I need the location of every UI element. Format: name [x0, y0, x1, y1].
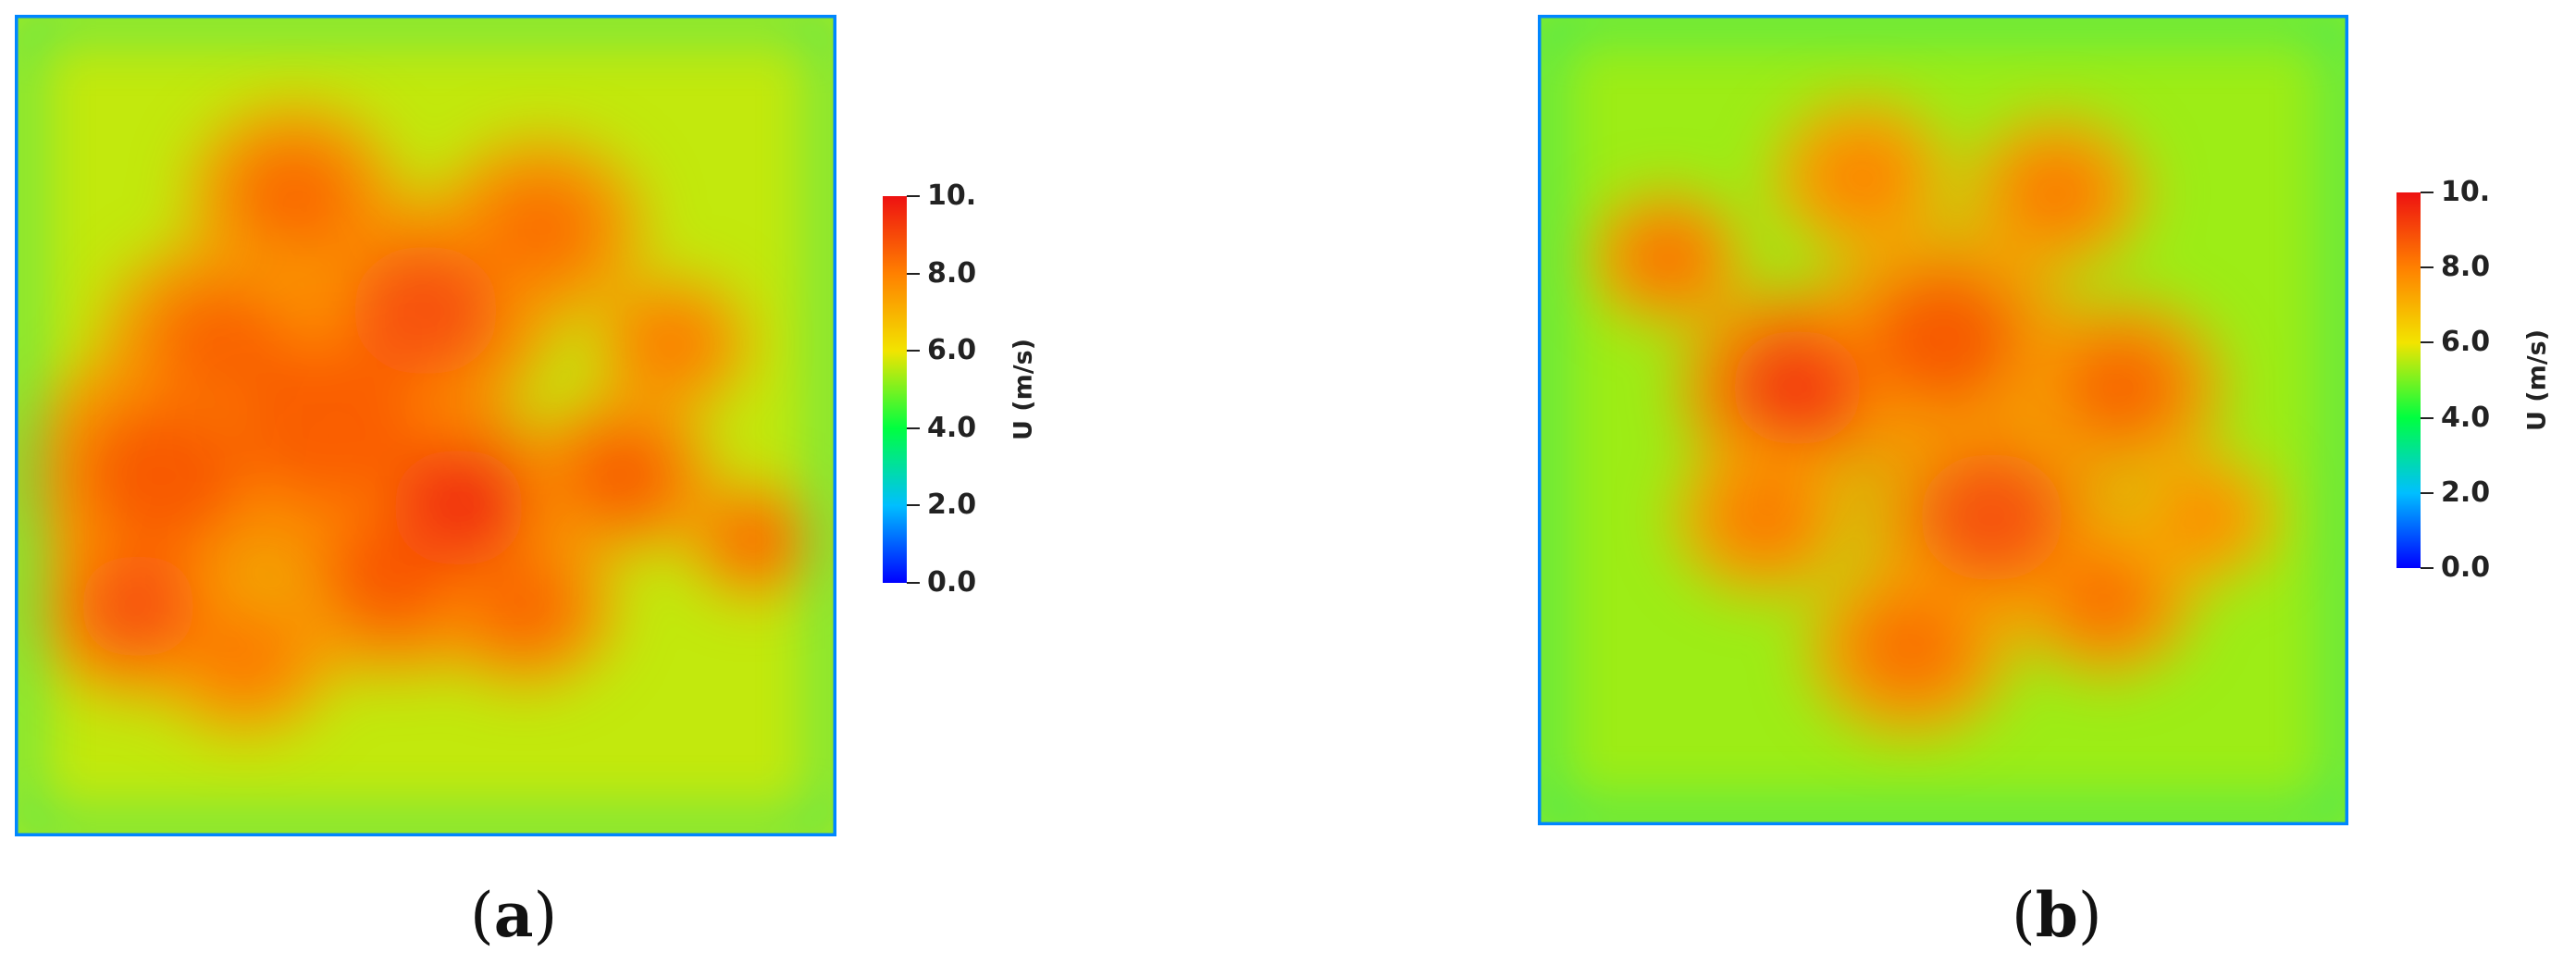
colorbar-tick: [907, 582, 920, 584]
hotspot-a-2: [154, 284, 287, 403]
velocity-field-b: [1538, 15, 2348, 825]
hotspot-layer-b: [1590, 97, 2281, 738]
panel-b: 0.0 2.0 4.0 6.0 8.0 10. U (m/s) (b): [1288, 0, 2576, 977]
panel-label-a: (a): [470, 879, 558, 951]
colorbar-tick: [907, 504, 920, 507]
hotspot-b-4: [1918, 452, 2065, 583]
colorbar-tick-label: 6.0: [2441, 326, 2491, 359]
colorbar-tick: [907, 272, 920, 275]
colorbar-tick-label: 4.0: [2441, 401, 2491, 434]
hotspot-a-13: [192, 609, 297, 702]
hotspot-b-3: [1870, 274, 2016, 404]
panel-label-a-letter: a: [493, 879, 534, 951]
colorbar-tick: [2421, 567, 2434, 569]
colorbar-tick-label: 8.0: [927, 256, 977, 290]
hotspot-a-3: [234, 142, 353, 249]
hotspot-b-0: [1623, 218, 1712, 297]
velocity-field-a: [15, 15, 836, 836]
colorbar-tick: [907, 195, 920, 197]
colorbar-tick: [2421, 341, 2434, 344]
hotspot-a-0: [80, 402, 244, 548]
hotspot-a-12: [717, 507, 792, 574]
colorbar-tick-label: 10.: [2441, 176, 2491, 208]
field-edge-a: [15, 15, 836, 836]
hotspot-b-5: [1852, 595, 1970, 699]
colorbar-tick: [907, 427, 920, 429]
hotspot-a-8: [481, 176, 601, 281]
colorbar-tick: [2421, 266, 2434, 269]
colorbar-tick: [2421, 416, 2434, 419]
colorbar-tick-label: 2.0: [927, 488, 977, 522]
colorbar-b: 0.0 2.0 4.0 6.0 8.0 10. U (m/s): [2396, 179, 2552, 582]
panel-a: 0.0 2.0 4.0 6.0 8.0 10. U (m/s) (a): [15, 15, 1038, 951]
hotspot-a-5: [352, 244, 500, 377]
hotspot-b-7: [2062, 335, 2180, 440]
hotspot-b-9: [1811, 131, 1913, 223]
colorbar-tick-label: 0.0: [2441, 551, 2491, 584]
hotspot-a-10: [571, 428, 675, 522]
hotspot-a-11: [627, 303, 717, 383]
hotspot-a-1: [79, 553, 198, 660]
hotspot-b-6: [2005, 147, 2108, 239]
colorbar-title: U (m/s): [1009, 338, 1038, 441]
colorbar-title: U (m/s): [2522, 328, 2552, 432]
hotspot-a-9: [472, 560, 576, 653]
colorbar-a: 0.0 2.0 4.0 6.0 8.0 10. U (m/s): [883, 182, 1038, 597]
colorbar-tick-label: 8.0: [2441, 251, 2491, 284]
colorbar-tick-label: 10.: [927, 179, 977, 212]
colorbar-tick-label: 2.0: [2441, 476, 2491, 509]
colorbar-tick-label: 6.0: [927, 334, 977, 367]
colorbar-tick-label: 0.0: [927, 566, 977, 599]
hotspot-b-8: [2054, 552, 2157, 644]
colorbar-tick: [2421, 192, 2434, 193]
panel-label-b: (b): [2012, 879, 2102, 951]
hotspot-b-1: [1731, 328, 1864, 447]
colorbar-tick: [2421, 491, 2434, 494]
panel-label-b-letter: b: [2035, 879, 2078, 951]
hotspot-layer-a: [18, 103, 821, 736]
hotspot-b-10: [2159, 478, 2247, 557]
field-edge-b: [1538, 15, 2348, 825]
hotspot-b-2: [1714, 472, 1816, 563]
velocity-field-a-svg: [15, 15, 836, 836]
colorbar-b-gradient: [2396, 192, 2421, 568]
colorbar-tick-label: 4.0: [927, 411, 977, 444]
hotspot-a-4: [238, 346, 416, 505]
colorbar-a-gradient: [883, 196, 907, 583]
colorbar-tick: [907, 350, 920, 352]
velocity-field-b-svg: [1538, 15, 2348, 825]
hotspot-a-7: [326, 513, 460, 633]
